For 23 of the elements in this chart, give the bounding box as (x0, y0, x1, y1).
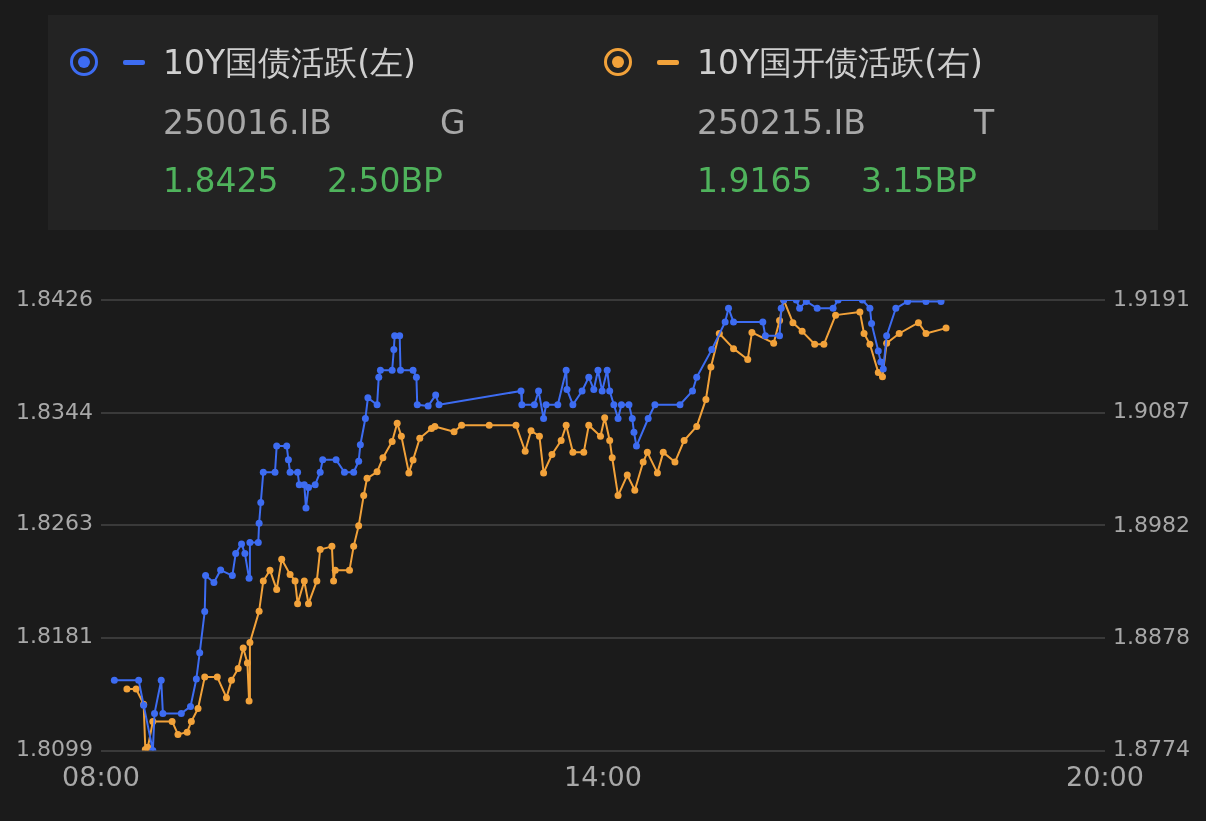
text: 2.50BP (327, 161, 444, 201)
text: G (440, 103, 466, 143)
y-tick-label: 1.8426 (15, 285, 93, 311)
legend-label: 10Y国开债活跃(右) (697, 43, 983, 83)
x-tick-label: 14:00 (564, 760, 642, 792)
y2-tick-label: 1.8774 (1113, 736, 1191, 762)
y-tick-label: 1.8344 (15, 398, 93, 424)
text: 250215.IB (697, 103, 866, 143)
y-tick-label: 1.8181 (15, 623, 93, 649)
y-tick-label: 1.8263 (15, 510, 93, 536)
y2-tick-label: 1.8878 (1113, 623, 1191, 649)
y2-tick-label: 1.9191 (1113, 285, 1191, 311)
text: T (974, 103, 995, 143)
x-tick-label: 08:00 (62, 760, 140, 792)
y2-tick-label: 1.9087 (1113, 398, 1191, 424)
y-tick-label: 1.8099 (15, 736, 93, 762)
x-tick-label: 20:00 (1066, 760, 1144, 792)
text: 250016.IB (163, 103, 332, 143)
y2-tick-label: 1.8982 (1113, 511, 1191, 537)
text: 1.9165 (697, 161, 813, 201)
text: 3.15BP (861, 161, 978, 201)
text: 1.8425 (163, 161, 279, 201)
legend-label: 10Y国债活跃(左) (163, 43, 416, 83)
